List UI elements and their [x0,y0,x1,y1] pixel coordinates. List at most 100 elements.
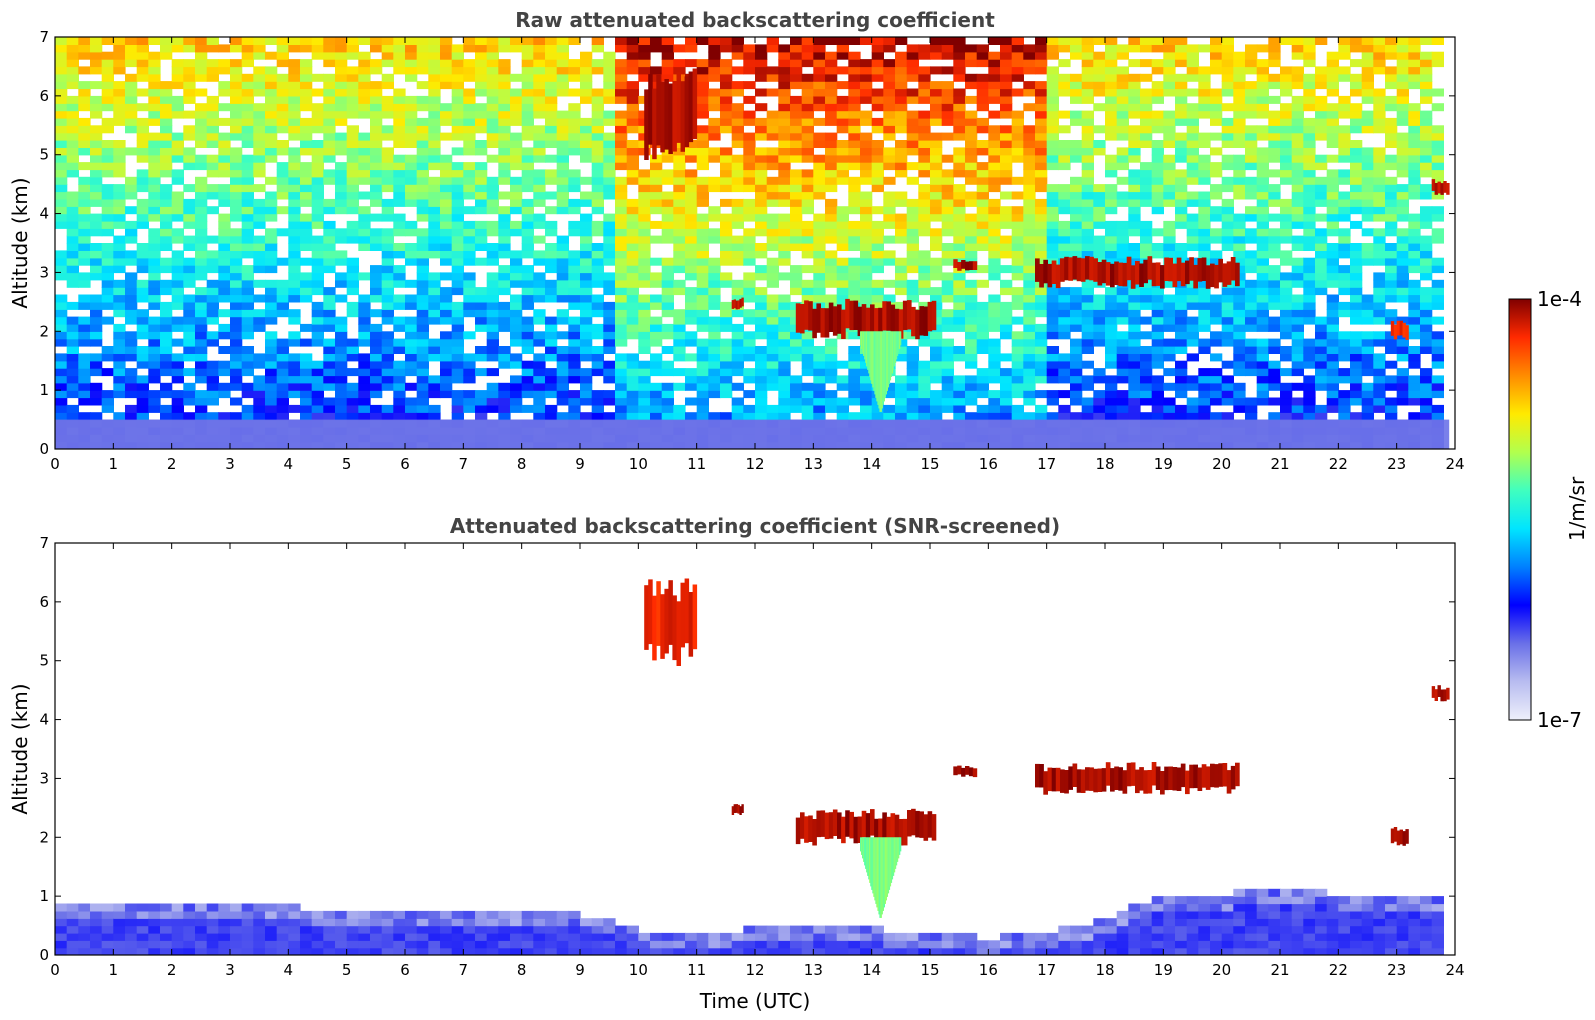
heatmap-cell [1105,360,1118,369]
heatmap-cell [1023,316,1036,325]
heatmap-cell [1233,382,1246,391]
heatmap-cell [370,279,383,288]
heatmap-cell [1011,272,1024,281]
heatmap-cell [1070,213,1083,222]
heatmap-cell [288,250,301,259]
heatmap-cell [1233,331,1246,340]
heatmap-cell [720,95,733,104]
heatmap-cell [533,279,546,288]
heatmap-cell [451,272,464,281]
heatmap-cell [673,206,686,215]
heatmap-cell [836,147,849,156]
heatmap-cell [556,235,569,244]
heatmap-cell [848,59,861,68]
heatmap-cell [708,206,721,215]
heatmap-cell [183,66,196,75]
heatmap-cell [311,117,324,126]
heatmap-cell [685,235,698,244]
heatmap-cell [335,103,348,112]
heatmap-cell [661,323,674,332]
heatmap-cell [148,206,161,215]
heatmap-cell [311,206,324,215]
heatmap-cell [1140,250,1153,259]
heatmap-cell [218,323,231,332]
heatmap-cell [66,250,79,259]
heatmap-cell [836,360,849,369]
heatmap-cell [521,103,534,112]
heatmap-cell [650,235,663,244]
heatmap-cell [638,279,651,288]
heatmap-cell [930,206,943,215]
heatmap-cell [265,294,278,303]
heatmap-cell [195,323,208,332]
heatmap-cell [218,81,231,90]
heatmap-cell [253,279,266,288]
heatmap-cell [311,309,324,318]
heatmap-cell [346,338,359,347]
heatmap-cell [125,191,138,200]
heatmap-cell [510,279,523,288]
heatmap-cell [755,294,768,303]
heatmap-cell [276,51,289,60]
heatmap-cell [626,316,639,325]
heatmap-cell [498,88,511,97]
heatmap-cell [1280,154,1293,163]
heatmap-cell [405,95,418,104]
heatmap-cell [1116,73,1129,82]
heatmap-cell [743,243,756,251]
heatmap-cell [66,198,79,207]
heatmap-cell [638,301,651,310]
heatmap-cell [1140,37,1153,45]
heatmap-cell [591,147,604,156]
heatmap-cell [696,375,709,384]
heatmap-cell [1128,309,1141,318]
heatmap-cell [113,37,126,45]
heatmap-cell [78,243,91,251]
heatmap-cell [1198,176,1211,185]
heatmap-cell [1035,220,1048,229]
heatmap-cell [323,125,336,134]
heatmap-cell [1163,353,1176,362]
heatmap-cell [1198,397,1211,406]
heatmap-cell [696,382,709,391]
heatmap-cell [451,360,464,369]
heatmap-cell [451,235,464,244]
heatmap-cell [218,162,231,171]
heatmap-cell [160,368,173,377]
heatmap-cell [906,375,919,384]
heatmap-cell [1140,59,1153,68]
heatmap-cell [288,316,301,325]
heatmap-cell [136,132,149,141]
heatmap-cell [591,279,604,288]
heatmap-cell [848,95,861,104]
heatmap-cell [591,184,604,193]
heatmap-cell [136,103,149,112]
heatmap-cell [533,140,546,148]
heatmap-cell [941,346,954,354]
heatmap-cell [171,147,184,156]
heatmap-cell [743,140,756,148]
heatmap-cell [1093,301,1106,310]
heatmap-cell [498,397,511,406]
heatmap-cell [148,272,161,281]
heatmap-cell [568,59,581,68]
heatmap-cell [790,95,803,104]
heatmap-cell [160,390,173,399]
heatmap-cell [976,206,989,215]
heatmap-cell [638,220,651,229]
heatmap-cell [813,397,826,406]
heatmap-cell [241,184,254,193]
heatmap-cell [393,338,406,347]
heatmap-cell [1093,412,1106,421]
heatmap-cell [381,154,394,163]
heatmap-cell [475,81,488,90]
heatmap-cell [113,353,126,362]
heatmap-cell [988,228,1001,237]
heatmap-cell [253,316,266,325]
heatmap-cell [533,338,546,347]
heatmap-cell [1186,191,1199,200]
heatmap-cell [136,316,149,325]
heatmap-cell [1140,382,1153,391]
heatmap-cell [521,147,534,156]
heatmap-cell [1245,316,1258,325]
